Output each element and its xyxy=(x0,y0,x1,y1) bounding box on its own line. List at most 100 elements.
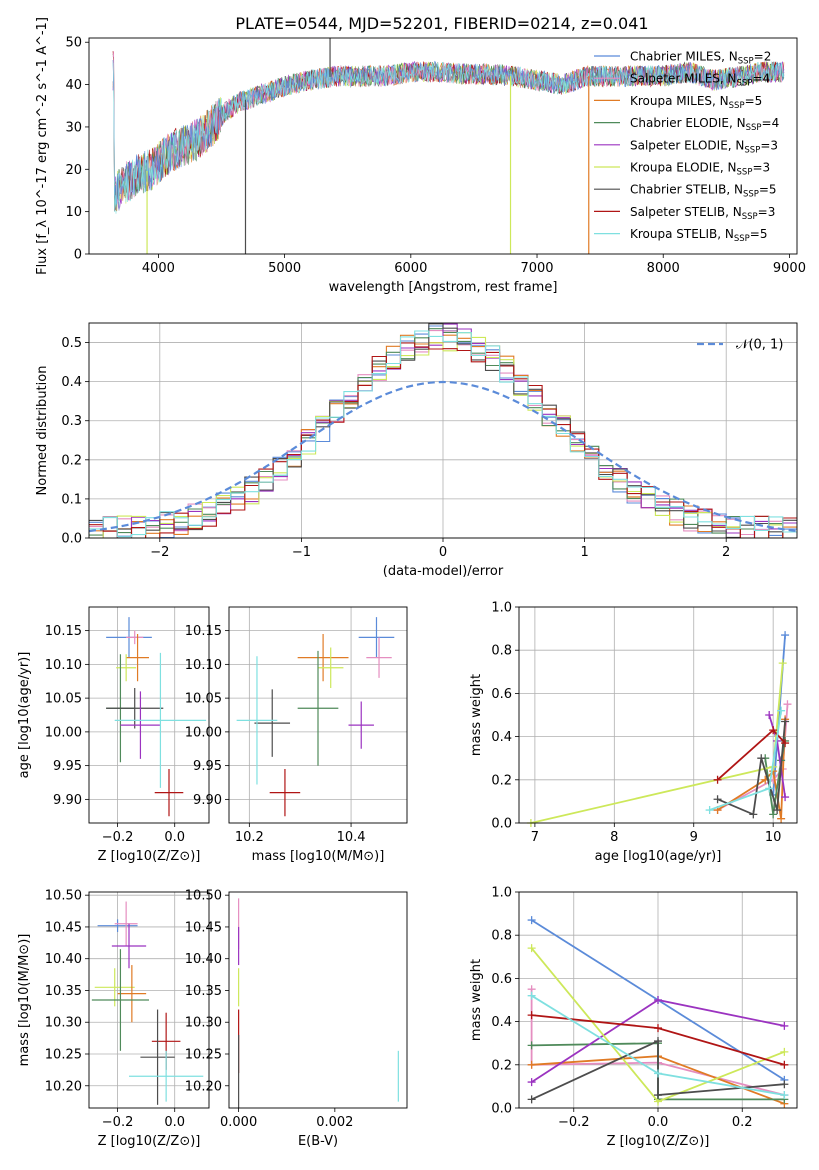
x-tick-label: 10 xyxy=(765,830,782,845)
mass_vs_ebv-points xyxy=(238,898,399,1108)
weight-marker-chabrier_stelib xyxy=(773,806,782,815)
weight-marker-kroupa_stelib xyxy=(777,706,786,715)
y-tick-label: 20 xyxy=(65,163,82,178)
weight-line-salpeter_miles xyxy=(530,989,785,1096)
y-tick-label: 10.30 xyxy=(185,1016,222,1031)
spectrum-axes: 4000 5000 6000 7000 8000 9000 0 10 20 30 40 50 wavel… xyxy=(35,17,806,295)
y-tick-label: 10.35 xyxy=(45,984,82,999)
y-tick-label: 10.50 xyxy=(185,889,222,904)
axes-frame xyxy=(88,322,798,539)
histogram-kroupa_elodie xyxy=(89,332,797,538)
y-axis-label: mass weight xyxy=(469,959,484,1041)
x-tick-label: 7 xyxy=(531,830,539,845)
y-tick-label: 10.25 xyxy=(185,1048,222,1063)
x-tick-label: 8 xyxy=(610,830,618,845)
legend-label-chabrier_elodie: Chabrier ELODIE, NSSP=4 xyxy=(630,116,779,133)
y-tick-label: 10.05 xyxy=(45,692,82,707)
y-tick-label: 10.05 xyxy=(185,692,222,707)
y-tick-label: 50 xyxy=(65,36,82,51)
y-tick-label: 0.2 xyxy=(61,453,82,468)
weight-marker-chabrier_miles xyxy=(527,916,536,925)
y-tick-label: 10.20 xyxy=(185,1079,222,1094)
weight-marker-salpeter_elodie xyxy=(781,793,790,802)
histogram-chabrier_stelib xyxy=(89,323,797,538)
weight-line-chabrier_stelib xyxy=(531,1039,785,1101)
y-tick-label: 10.20 xyxy=(45,1079,82,1094)
weight-marker-salpeter_elodie xyxy=(780,1021,789,1030)
weight-line-kroupa_elodie xyxy=(530,663,784,824)
weight-marker-chabrier_stelib xyxy=(713,795,722,804)
legend-label-chabrier_stelib: Chabrier STELIB, NSSP=5 xyxy=(630,183,777,200)
y-tick-label: 10.30 xyxy=(45,1016,82,1031)
y-tick-label: 0.2 xyxy=(491,773,512,788)
y-tick-label: 10 xyxy=(65,205,82,220)
weight-marker-salpeter_elodie xyxy=(527,1078,536,1087)
weight-marker-chabrier_stelib xyxy=(781,717,790,726)
y-tick-label: 10.15 xyxy=(45,624,82,639)
y-tick-label: 0.0 xyxy=(491,817,512,832)
spectrum-legend: Chabrier MILES, NSSP=2 Salpeter MILES, NS… xyxy=(594,50,779,244)
weight-marker-kroupa_elodie xyxy=(778,659,787,668)
y-axis-label: mass [log10(M/M⊙)] xyxy=(17,934,32,1067)
y-tick-label: 1.0 xyxy=(491,601,512,616)
weight_vs_age-axes: 7 8 9 10 0.0 0.2 0.4 0.6 0.8 1.0 age [log10(age/yr… xyxy=(469,601,798,864)
x-tick-label: −2 xyxy=(150,545,169,560)
y-tick-label: 0.6 xyxy=(491,972,512,987)
y-tick-label: 0.8 xyxy=(491,644,512,659)
weight-marker-kroupa_stelib xyxy=(780,1091,789,1100)
weight-marker-chabrier_elodie xyxy=(527,1041,536,1050)
axes-frame xyxy=(88,37,798,255)
x-tick-label: 0.0 xyxy=(164,830,185,845)
weight-marker-kroupa_stelib xyxy=(705,806,714,815)
axes-frame xyxy=(228,606,408,824)
spectrum-kroupa_stelib xyxy=(112,61,785,214)
weight-marker-chabrier_stelib xyxy=(654,1091,662,1100)
histogram-kroupa_stelib xyxy=(89,330,797,538)
axes-frame xyxy=(228,891,408,1109)
x-tick-label: 10.2 xyxy=(235,830,264,845)
residuals-axes: −2 −1 0 1 2 0.0 0.1 0.2 0.3 0.4 0.5 (data-model)/er… xyxy=(35,322,798,579)
weight_vs_Z-series xyxy=(527,916,789,1108)
x-tick-label: 5000 xyxy=(268,261,301,276)
x-tick-label: 0.0 xyxy=(164,1115,185,1130)
y-axis-label: mass weight xyxy=(469,674,484,756)
y-tick-label: 40 xyxy=(65,78,82,93)
weight-marker-chabrier_stelib xyxy=(757,754,766,763)
axes-frame xyxy=(88,606,210,824)
y-tick-label: 9.90 xyxy=(193,793,222,808)
x-axis-label: mass [log10(M/M⊙)] xyxy=(252,849,385,864)
y-tick-label: 10.50 xyxy=(45,889,82,904)
y-tick-label: 0.4 xyxy=(61,375,82,390)
legend-label-chabrier_miles: Chabrier MILES, NSSP=2 xyxy=(630,50,771,67)
x-tick-label: 0 xyxy=(439,545,447,560)
y-tick-label: 0.2 xyxy=(491,1058,512,1073)
axes-frame xyxy=(88,891,210,1109)
y-tick-label: 10.45 xyxy=(45,920,82,935)
y-tick-label: 0.5 xyxy=(61,336,82,351)
y-tick-label: 0.6 xyxy=(491,687,512,702)
x-tick-label: −1 xyxy=(292,545,311,560)
y-tick-label: 10.10 xyxy=(185,658,222,673)
spectrum-lines xyxy=(112,38,785,254)
x-tick-label: 9 xyxy=(690,830,698,845)
y-tick-label: 1.0 xyxy=(491,886,512,901)
weight-marker-salpeter_stelib xyxy=(713,775,722,784)
axes-frame xyxy=(518,891,798,1109)
x-tick-label: 9000 xyxy=(773,261,806,276)
weight-marker-chabrier_stelib xyxy=(749,810,758,819)
y-tick-label: 9.90 xyxy=(53,793,82,808)
x-tick-label: 6000 xyxy=(394,261,427,276)
normal-reference-curve xyxy=(89,380,797,533)
y-axis-label: Flux [f_λ 10^-17 erg cm^-2 s^-1 A^-1] xyxy=(35,17,50,275)
y-tick-label: 0.3 xyxy=(61,414,82,429)
y-axis-label: age [log10(age/yr)] xyxy=(17,652,32,779)
legend-label-kroupa_miles: Kroupa MILES, NSSP=5 xyxy=(630,94,762,111)
weight-marker-salpeter_stelib xyxy=(780,1060,789,1069)
histogram-steps xyxy=(89,323,797,538)
axes-frame xyxy=(518,606,798,824)
y-tick-label: 10.40 xyxy=(185,952,222,967)
weight-marker-kroupa_stelib xyxy=(654,1069,662,1078)
spectrum-chabrier_miles xyxy=(112,59,785,206)
x-tick-label: 7000 xyxy=(520,261,553,276)
